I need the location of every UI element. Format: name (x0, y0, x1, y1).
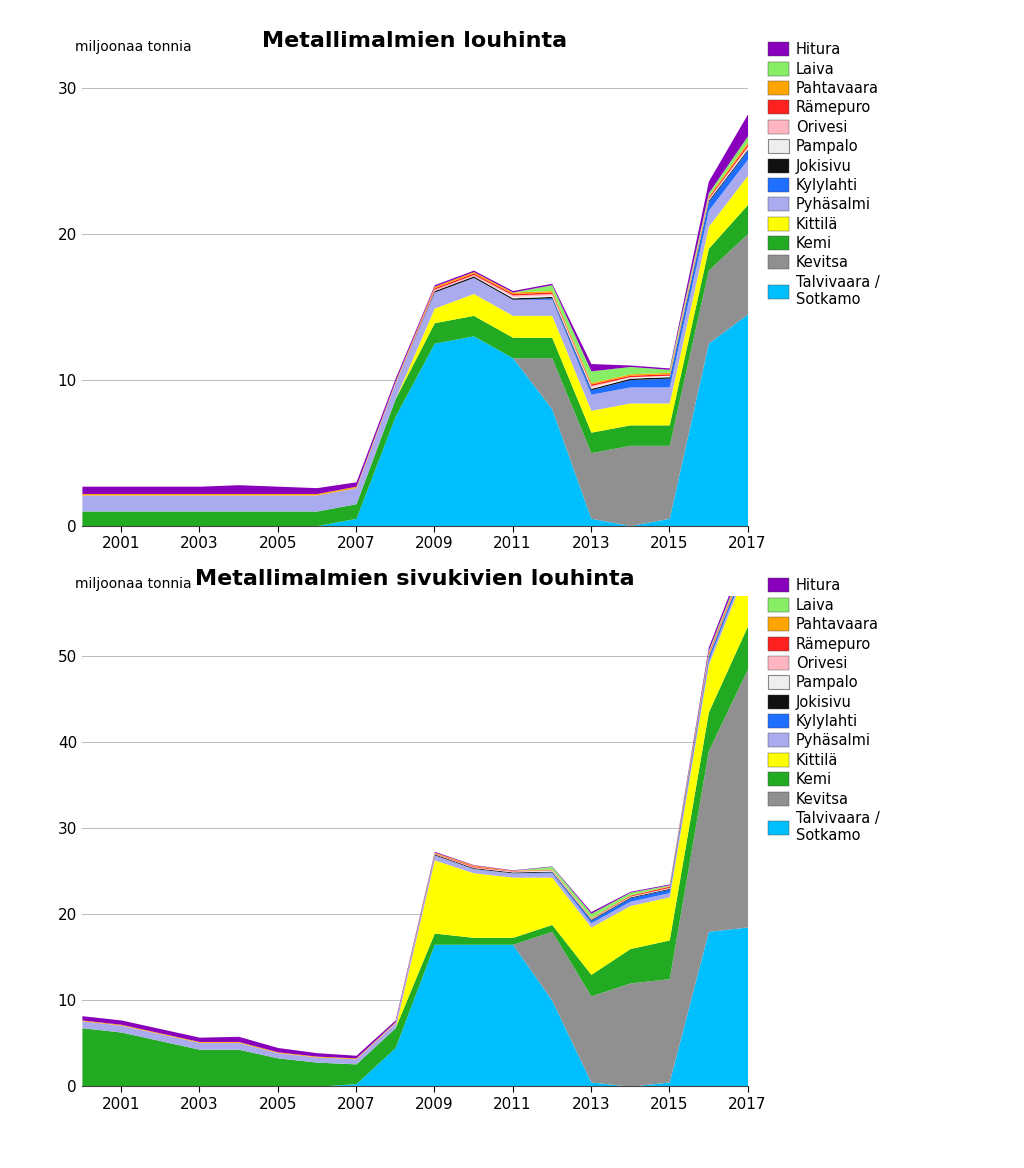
Title: Metallimalmien louhinta: Metallimalmien louhinta (262, 32, 567, 51)
Text: miljoonaa tonnia: miljoonaa tonnia (76, 40, 191, 54)
Legend: Hitura, Laiva, Pahtavaara, Rämepuro, Orivesi, Pampalo, Jokisivu, Kylylahti, Pyhä: Hitura, Laiva, Pahtavaara, Rämepuro, Ori… (768, 578, 880, 843)
Title: Metallimalmien sivukivien louhinta: Metallimalmien sivukivien louhinta (195, 569, 635, 589)
Text: miljoonaa tonnia: miljoonaa tonnia (76, 577, 191, 591)
Legend: Hitura, Laiva, Pahtavaara, Rämepuro, Orivesi, Pampalo, Jokisivu, Kylylahti, Pyhä: Hitura, Laiva, Pahtavaara, Rämepuro, Ori… (768, 42, 880, 307)
